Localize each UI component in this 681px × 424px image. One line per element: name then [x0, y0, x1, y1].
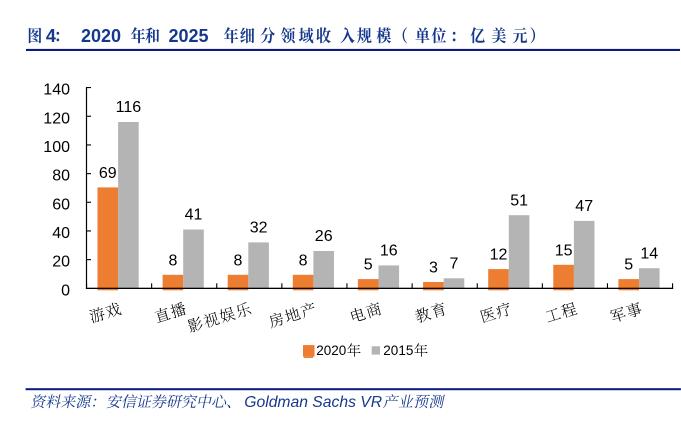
svg-text:12: 12	[490, 247, 508, 264]
svg-text:3: 3	[429, 260, 438, 277]
svg-text:100: 100	[43, 139, 70, 156]
svg-text:8: 8	[168, 252, 177, 269]
svg-text:7: 7	[450, 255, 459, 272]
svg-text:4: 4	[46, 26, 56, 46]
svg-text:0: 0	[61, 282, 70, 299]
svg-text:16: 16	[380, 243, 398, 260]
svg-text:5: 5	[364, 257, 373, 274]
svg-text:60: 60	[52, 196, 70, 213]
svg-text:47: 47	[575, 198, 593, 215]
svg-text:20: 20	[52, 254, 70, 271]
svg-text:51: 51	[510, 192, 528, 209]
svg-text:69: 69	[99, 165, 117, 182]
svg-text:40: 40	[52, 225, 70, 242]
svg-text:120: 120	[43, 110, 70, 127]
svg-text:2015: 2015	[383, 343, 413, 358]
svg-text:15: 15	[555, 242, 573, 259]
svg-text:Goldman Sachs VR: Goldman Sachs VR	[244, 394, 382, 411]
svg-text:140: 140	[43, 82, 70, 99]
svg-text:5: 5	[624, 257, 633, 274]
svg-text:2020: 2020	[316, 343, 346, 358]
svg-text:80: 80	[52, 168, 70, 185]
svg-text:14: 14	[640, 245, 658, 262]
svg-text:26: 26	[315, 228, 333, 245]
svg-text:41: 41	[185, 207, 203, 224]
svg-text:2025: 2025	[169, 26, 209, 46]
svg-text:2020: 2020	[81, 26, 121, 46]
svg-text:8: 8	[234, 252, 243, 269]
svg-text:8: 8	[299, 252, 308, 269]
svg-text:116: 116	[116, 99, 142, 116]
svg-text:32: 32	[250, 220, 268, 237]
